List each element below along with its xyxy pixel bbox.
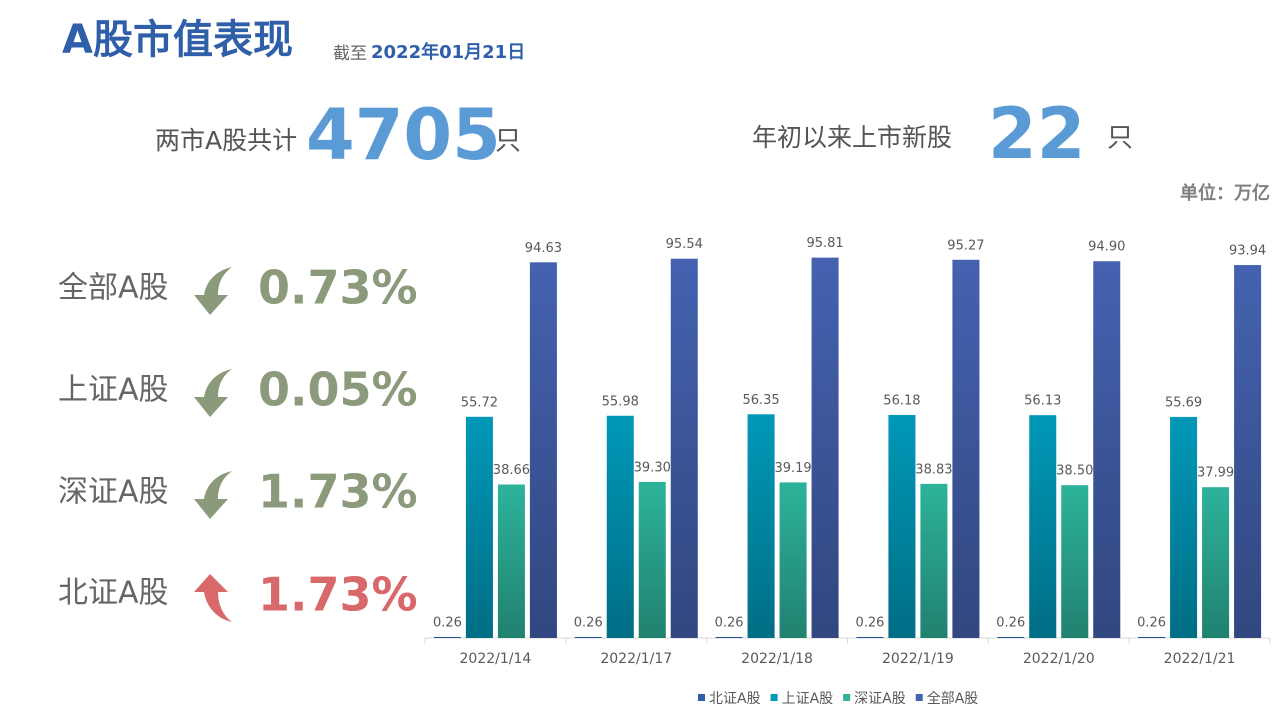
legend-label: 北证A股 (709, 691, 761, 707)
x-tick-label: 2022/1/17 (600, 651, 672, 667)
unit-note: 单位：万亿 (1180, 182, 1270, 204)
bar-shade (670, 258, 698, 638)
stat-unit: 只 (1107, 124, 1133, 154)
x-tick-label: 2022/1/20 (1023, 651, 1095, 667)
bar-shade (1202, 487, 1230, 638)
data-label: 55.72 (461, 395, 498, 410)
data-label: 38.83 (915, 462, 952, 477)
bar-shade (1061, 485, 1089, 638)
bar-shade (811, 257, 839, 638)
arrow-down (194, 369, 232, 417)
legend-swatch (843, 694, 851, 701)
bar-shade (1138, 636, 1166, 638)
bar-shade (1170, 416, 1198, 638)
bar-shade (465, 416, 493, 638)
index-change: 1.73% (258, 568, 418, 622)
bar-shade (747, 414, 775, 638)
arrow-down (194, 267, 232, 315)
data-label: 95.27 (947, 238, 984, 253)
legend-label: 上证A股 (782, 691, 834, 707)
stat-unit: 只 (495, 127, 521, 157)
legend-label: 全部A股 (927, 690, 979, 707)
stat-value: 22 (988, 93, 1085, 175)
stat-value: 4705 (306, 94, 501, 176)
index-change: 0.73% (258, 261, 418, 315)
subtitle-prefix: 截至 (333, 44, 367, 64)
arrow-up (194, 574, 232, 622)
x-tick-label: 2022/1/18 (741, 651, 813, 667)
stat-label: 两市A股共计 (155, 126, 297, 155)
data-label: 38.66 (493, 463, 530, 478)
data-label: 37.99 (1197, 466, 1234, 481)
legend-swatch (770, 694, 778, 701)
data-label: 56.13 (1024, 394, 1061, 409)
index-change: 0.05% (258, 363, 418, 417)
x-tick-label: 2022/1/14 (460, 651, 532, 667)
data-label: 55.98 (602, 394, 639, 409)
data-label: 56.35 (742, 393, 779, 408)
data-label: 94.63 (525, 241, 562, 256)
data-label: 0.26 (574, 615, 603, 630)
legend-swatch (915, 694, 923, 701)
data-label: 0.26 (433, 615, 462, 630)
bar-shade (920, 483, 948, 638)
chart: 2022/1/14 0.26 55.72 38.66 94.63 2022/1/17 0.2… (424, 236, 1271, 707)
data-label: 95.81 (806, 236, 843, 251)
bar-shade (1029, 415, 1057, 638)
data-label: 39.30 (634, 460, 671, 475)
data-label: 95.54 (666, 237, 703, 252)
bar-shade (888, 414, 916, 638)
data-label: 38.50 (1056, 464, 1093, 479)
bar-shade (497, 484, 525, 638)
data-label: 55.69 (1165, 395, 1202, 410)
bar-shade (433, 636, 461, 638)
bar-shade (529, 262, 557, 638)
legend-swatch (698, 694, 705, 701)
bar-shade (1093, 261, 1121, 638)
index-name: 北证A股 (58, 576, 169, 611)
bar-shade (715, 636, 743, 638)
arrow-down (194, 471, 232, 519)
subtitle-date: 2022年01月21日 (371, 41, 525, 63)
arrows (194, 267, 232, 622)
data-label: 39.19 (774, 461, 811, 476)
bar-shade (779, 482, 807, 638)
stat-label: 年初以来上市新股 (752, 123, 952, 152)
data-label: 0.26 (715, 615, 744, 630)
data-label: 0.26 (996, 615, 1025, 630)
title: A股市值表现 (62, 17, 293, 63)
bar-shade (997, 636, 1025, 638)
bar-shade (606, 415, 634, 638)
bar-shade (638, 481, 666, 638)
bar-shade (952, 259, 980, 638)
bar-shade (574, 636, 602, 638)
data-label: 94.90 (1088, 240, 1125, 255)
data-label: 0.26 (855, 615, 884, 630)
x-tick-label: 2022/1/19 (882, 651, 954, 667)
index-change: 1.73% (258, 465, 418, 519)
index-name: 全部A股 (58, 271, 169, 306)
legend-label: 深证A股 (854, 691, 906, 707)
bar-shade (1234, 265, 1262, 638)
data-label: 0.26 (1137, 615, 1166, 630)
data-label: 56.18 (883, 393, 920, 408)
bar-shade (856, 636, 884, 638)
index-name: 上证A股 (58, 373, 169, 408)
x-tick-label: 2022/1/21 (1164, 651, 1236, 667)
data-label: 93.94 (1229, 244, 1266, 259)
index-name: 深证A股 (58, 475, 169, 510)
